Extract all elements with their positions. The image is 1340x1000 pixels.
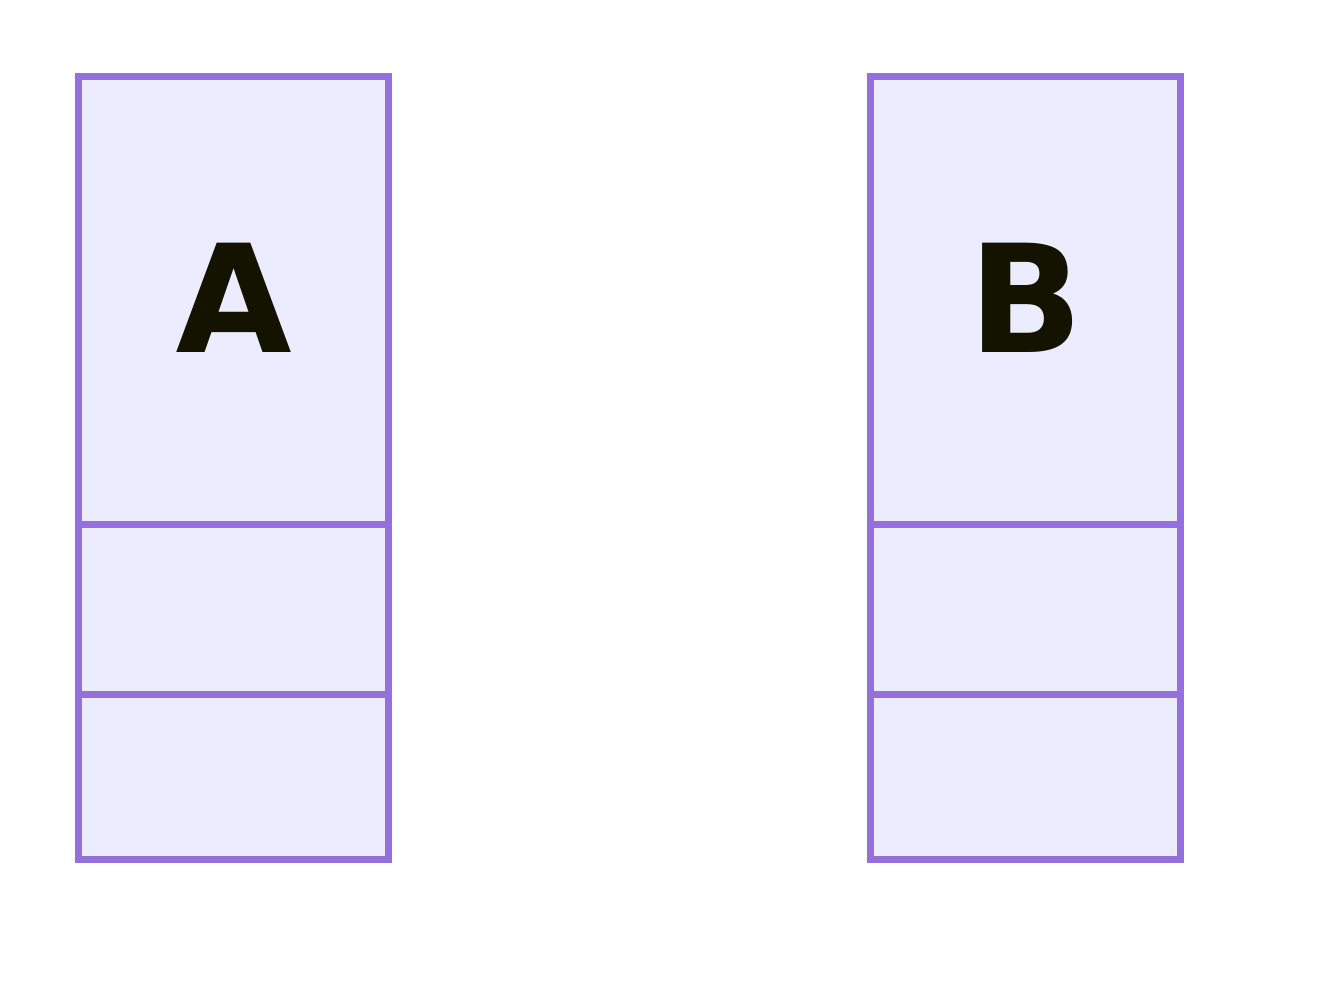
class-attributes-compartment <box>874 528 1177 698</box>
class-box-b[interactable]: B <box>867 73 1184 863</box>
class-methods-compartment <box>874 698 1177 856</box>
class-name-compartment: A <box>82 80 385 528</box>
class-name-label: A <box>175 213 292 388</box>
class-methods-compartment <box>82 698 385 856</box>
class-box-a[interactable]: A <box>75 73 392 863</box>
class-name-label: B <box>968 213 1083 388</box>
class-attributes-compartment <box>82 528 385 698</box>
class-name-compartment: B <box>874 80 1177 528</box>
